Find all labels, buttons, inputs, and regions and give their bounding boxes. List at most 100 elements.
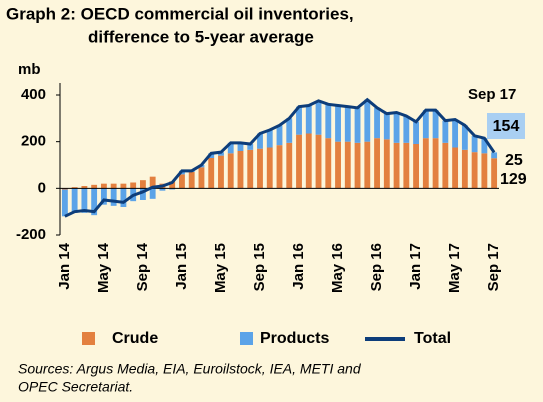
bar <box>227 142 234 154</box>
bar <box>266 147 273 189</box>
value-label: 25 <box>505 152 523 169</box>
y-tick-label: -200 <box>16 226 46 243</box>
x-tick-label: Sep 17 <box>485 243 502 291</box>
bar <box>481 138 488 154</box>
x-tick-label: Jan 15 <box>173 243 190 290</box>
bar <box>383 139 390 189</box>
bar <box>305 133 312 189</box>
bar <box>413 121 420 144</box>
bar <box>374 107 380 139</box>
bar <box>179 174 185 189</box>
chart-subtitle: difference to 5-year average <box>88 27 314 46</box>
bar <box>91 188 98 216</box>
bar <box>257 148 263 189</box>
bar <box>169 181 176 189</box>
source: Sources: Argus Media, EIA, Euroilstock, … <box>18 361 362 377</box>
bar <box>393 142 400 189</box>
value-label: 154 <box>493 118 520 135</box>
bar <box>422 138 429 189</box>
bar <box>218 155 224 189</box>
bar <box>237 151 244 189</box>
bar <box>110 188 117 206</box>
bar <box>344 141 351 189</box>
x-tick-label: May 17 <box>446 243 463 293</box>
source: OPEC Secretariat. <box>18 379 133 395</box>
bar <box>120 183 127 189</box>
bar <box>403 142 410 189</box>
bar <box>422 110 429 139</box>
bar <box>491 158 498 189</box>
bar <box>374 138 380 189</box>
value-label: 129 <box>500 171 527 188</box>
bar <box>159 188 166 191</box>
bar <box>61 188 68 190</box>
bar <box>491 152 498 159</box>
bar <box>354 142 361 189</box>
bar <box>130 182 137 189</box>
bar <box>393 112 400 143</box>
bar <box>452 119 459 148</box>
bar <box>71 187 78 189</box>
bar <box>364 141 371 189</box>
bar <box>139 188 146 200</box>
bar <box>100 188 107 205</box>
bar <box>442 120 449 143</box>
x-tick-label: Sep 14 <box>134 242 151 291</box>
legend-label: Products <box>260 330 329 347</box>
bar <box>276 125 283 146</box>
bar <box>257 133 263 149</box>
bar <box>139 180 146 189</box>
bar <box>296 134 302 189</box>
bar <box>413 144 420 189</box>
bar <box>364 99 371 142</box>
bar <box>481 153 488 189</box>
x-tick-label: Sep 15 <box>251 243 268 291</box>
bar <box>276 145 283 189</box>
bar <box>237 142 244 151</box>
bar <box>198 167 205 189</box>
bar <box>218 152 224 156</box>
x-tick-label: May 14 <box>95 242 112 293</box>
bar <box>91 184 98 189</box>
bar <box>286 142 293 189</box>
bar <box>315 134 322 189</box>
legend-label: Crude <box>112 330 158 347</box>
bar <box>461 125 468 150</box>
bar <box>442 142 449 189</box>
bar <box>432 110 439 139</box>
bar <box>335 105 341 142</box>
bar <box>247 144 254 150</box>
bar <box>432 138 439 189</box>
bar <box>227 153 234 189</box>
x-tick-label: May 15 <box>212 243 229 293</box>
value-label-box <box>487 113 525 139</box>
x-tick-label: Sep 16 <box>368 243 385 291</box>
legend-label: Total <box>414 330 451 347</box>
x-tick-label: May 16 <box>329 243 346 293</box>
bar <box>296 106 302 135</box>
x-tick-label: Jan 14 <box>56 242 73 289</box>
bar <box>208 158 215 189</box>
bar <box>461 149 468 189</box>
y-tick-label: 0 <box>38 179 46 196</box>
bar <box>110 183 117 189</box>
x-tick-label: Jan 16 <box>290 243 307 290</box>
bar <box>286 118 293 143</box>
line <box>64 97 496 218</box>
bar <box>335 141 341 189</box>
bar <box>71 188 78 213</box>
bar <box>81 186 88 189</box>
bar <box>471 135 478 153</box>
legend-swatch <box>240 332 253 345</box>
x-tick-label: Jan 17 <box>407 243 424 290</box>
chart-title: Graph 2: OECD commercial oil inventories… <box>6 4 354 23</box>
legend-swatch <box>82 332 95 345</box>
bar <box>383 113 390 140</box>
bar <box>81 188 88 213</box>
bar <box>169 188 176 190</box>
bar <box>315 100 322 135</box>
y-tick-label: 400 <box>21 86 46 103</box>
bar <box>325 138 332 189</box>
bar <box>325 104 332 139</box>
